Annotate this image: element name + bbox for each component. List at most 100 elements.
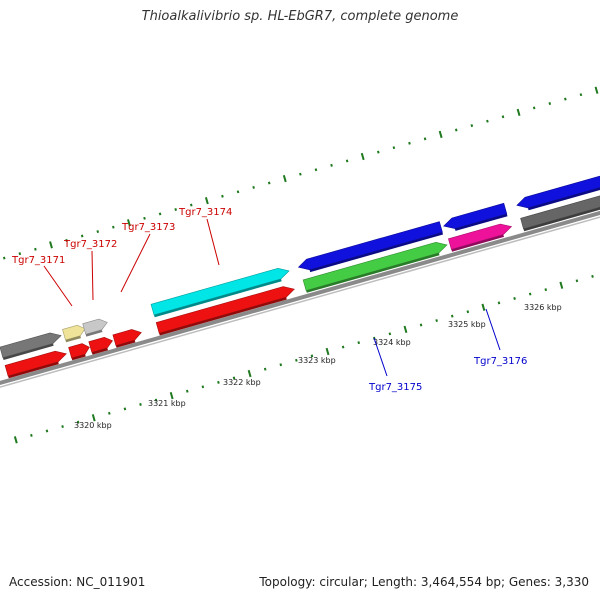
minor-tick bbox=[263, 367, 267, 371]
minor-tick bbox=[2, 256, 6, 260]
genome-summary: Topology: circular; Length: 3,464,554 bp… bbox=[259, 575, 589, 589]
major-tick bbox=[127, 219, 131, 227]
gene-blue-1-shade bbox=[309, 232, 443, 273]
minor-tick bbox=[513, 297, 516, 300]
minor-tick bbox=[544, 288, 548, 292]
backbone-line bbox=[0, 210, 600, 386]
minor-tick bbox=[310, 354, 314, 358]
gene-label: Tgr7_3172 bbox=[63, 239, 117, 250]
minor-tick bbox=[532, 106, 536, 110]
minor-tick bbox=[189, 203, 193, 207]
gene-red-4-shade bbox=[115, 340, 136, 348]
minor-tick bbox=[392, 146, 396, 150]
gene-grey-1-shade bbox=[2, 343, 54, 360]
minor-tick bbox=[143, 216, 146, 220]
major-tick bbox=[282, 174, 287, 183]
minor-tick bbox=[96, 230, 100, 234]
gene-leader-line bbox=[43, 265, 73, 307]
minor-tick bbox=[108, 411, 111, 415]
gene-grey-1 bbox=[0, 332, 62, 359]
minor-tick bbox=[299, 172, 302, 176]
major-tick bbox=[247, 369, 252, 378]
minor-tick bbox=[435, 319, 438, 323]
minor-tick bbox=[158, 212, 162, 216]
minor-tick bbox=[357, 341, 361, 345]
gene-red-1-shade bbox=[8, 361, 59, 379]
minor-tick bbox=[221, 194, 224, 198]
backbone-shadow bbox=[0, 216, 600, 388]
minor-tick bbox=[341, 345, 345, 349]
minor-tick bbox=[579, 93, 583, 97]
axis-label-kbp: 3322 kbp bbox=[223, 378, 261, 387]
minor-tick bbox=[76, 420, 80, 424]
gene-leader-line bbox=[91, 250, 94, 301]
minor-tick bbox=[486, 119, 489, 123]
minor-tick bbox=[345, 159, 349, 163]
minor-tick bbox=[454, 128, 458, 132]
axis-label-kbp: 3320 kbp bbox=[74, 421, 112, 430]
minor-tick bbox=[34, 247, 37, 251]
major-tick bbox=[403, 325, 408, 334]
minor-tick bbox=[591, 274, 594, 278]
major-tick bbox=[91, 414, 96, 422]
gene-red-5 bbox=[155, 286, 295, 334]
gene-label: Tgr7_3171 bbox=[11, 255, 65, 266]
minor-tick bbox=[419, 323, 423, 327]
minor-tick bbox=[185, 389, 189, 393]
axis-label-kbp: 3321 kbp bbox=[148, 399, 186, 408]
minor-tick bbox=[466, 310, 470, 314]
gene-red-2 bbox=[68, 343, 90, 359]
major-tick bbox=[559, 281, 564, 289]
gene-label: Tgr7_3175 bbox=[368, 382, 422, 393]
axis-label-kbp: 3326 kbp bbox=[524, 303, 562, 312]
gene-lightgrey bbox=[82, 318, 108, 335]
minor-tick bbox=[548, 102, 552, 105]
minor-tick bbox=[450, 314, 454, 318]
gene-red-1 bbox=[4, 350, 67, 377]
gene-label: Tgr7_3174 bbox=[178, 207, 232, 218]
gene-label: Tgr7_3176 bbox=[473, 356, 527, 367]
minor-tick bbox=[575, 279, 579, 283]
axis-label-kbp: 3323 kbp bbox=[298, 356, 336, 365]
gene-blue-2 bbox=[443, 202, 508, 229]
minor-tick bbox=[65, 238, 68, 242]
minor-tick bbox=[377, 150, 380, 154]
minor-tick bbox=[236, 190, 240, 194]
gene-grey-2 bbox=[520, 195, 600, 230]
axis-label-kbp: 3324 kbp bbox=[373, 338, 411, 347]
minor-tick bbox=[217, 380, 220, 384]
gene-blue-3-shade bbox=[528, 187, 600, 211]
gene-leader-line bbox=[120, 233, 151, 293]
gene-yellow bbox=[62, 324, 86, 341]
minor-tick bbox=[112, 225, 115, 229]
minor-tick bbox=[139, 402, 142, 406]
major-tick bbox=[481, 303, 486, 311]
major-tick bbox=[438, 130, 443, 139]
minor-tick bbox=[18, 252, 22, 256]
gene-yellow-shade bbox=[65, 335, 81, 343]
minor-tick bbox=[252, 185, 255, 189]
gene-green bbox=[302, 241, 448, 291]
gene-blue-2-shade bbox=[454, 213, 508, 231]
minor-tick bbox=[45, 429, 49, 433]
gene-cyan-shade bbox=[154, 278, 282, 318]
minor-tick bbox=[80, 234, 84, 238]
minor-tick bbox=[470, 124, 474, 128]
gene-red-2-shade bbox=[71, 354, 86, 361]
gene-magenta bbox=[448, 223, 513, 250]
gene-magenta-shade bbox=[451, 234, 504, 252]
major-tick bbox=[360, 152, 365, 161]
minor-tick bbox=[564, 97, 567, 101]
major-tick bbox=[204, 197, 209, 205]
minor-tick bbox=[314, 168, 318, 172]
gene-label: Tgr7_3173 bbox=[121, 222, 175, 233]
minor-tick bbox=[501, 115, 505, 119]
minor-tick bbox=[201, 385, 205, 389]
gene-leader-line bbox=[485, 308, 501, 351]
minor-tick bbox=[154, 398, 158, 402]
gene-cyan bbox=[150, 267, 290, 316]
minor-tick bbox=[267, 181, 271, 185]
accession-text: Accession: NC_011901 bbox=[9, 575, 146, 589]
minor-tick bbox=[528, 292, 532, 296]
